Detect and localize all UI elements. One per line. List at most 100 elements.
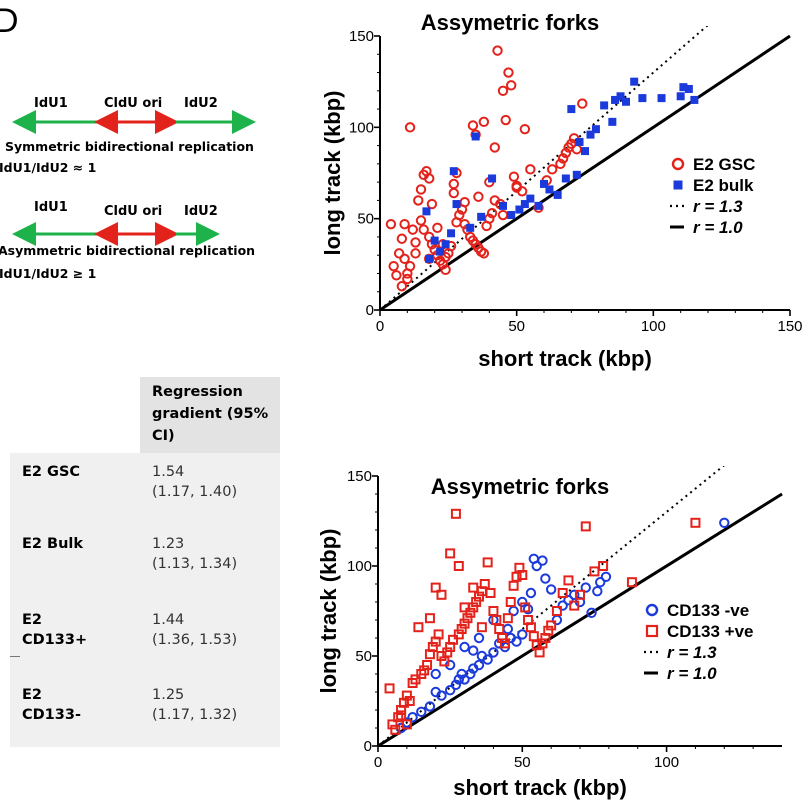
data-point	[471, 597, 482, 607]
data-point	[396, 281, 408, 292]
x-tick-label: 0	[374, 754, 382, 771]
data-point	[589, 566, 600, 577]
asym-caption: Asymmetric bidirectional replication	[0, 243, 256, 258]
data-point	[448, 634, 459, 645]
data-point	[557, 600, 568, 611]
data-point	[442, 647, 453, 658]
data-point	[415, 184, 427, 195]
data-point	[418, 224, 429, 235]
data-point	[500, 114, 511, 126]
data-point	[545, 584, 557, 595]
data-point	[537, 555, 548, 566]
data-point	[592, 586, 603, 597]
row-name: E2 Bulk	[10, 525, 140, 601]
data-point	[561, 174, 570, 183]
data-point	[611, 95, 620, 104]
table-header: Regression gradient (95% CI)	[140, 377, 280, 453]
y-axis-label: long track (kbp)	[316, 528, 341, 693]
data-point	[545, 185, 554, 194]
data-point	[600, 571, 612, 583]
data-point	[547, 164, 558, 175]
data-point	[419, 665, 430, 676]
data-point	[630, 77, 639, 86]
data-point	[436, 589, 447, 600]
data-point	[422, 660, 433, 670]
data-point	[453, 561, 464, 571]
data-point	[482, 654, 493, 665]
data-point	[551, 614, 563, 626]
regression-table: Regression gradient (95% CI) E2 GSC 1.54…	[10, 377, 280, 747]
data-point	[453, 674, 465, 685]
data-point	[567, 105, 576, 114]
data-point	[499, 201, 507, 210]
data-point	[638, 94, 647, 103]
data-point	[497, 209, 509, 221]
data-point	[432, 222, 443, 234]
data-point	[526, 194, 535, 203]
data-point	[626, 577, 637, 588]
data-point	[466, 223, 475, 232]
row-value: 1.25 (1.17, 1.32)	[140, 676, 280, 747]
data-point	[525, 587, 537, 599]
asym-left-label: IdU1	[34, 200, 68, 215]
data-point	[384, 683, 395, 694]
data-point	[657, 94, 666, 103]
data-point	[507, 211, 516, 220]
data-point	[489, 142, 501, 153]
data-point	[407, 224, 419, 235]
data-point	[485, 588, 496, 598]
data-point	[388, 260, 399, 272]
row-ci: (1.36, 1.53)	[152, 632, 238, 648]
data-point	[502, 613, 513, 624]
data-point	[462, 613, 473, 624]
row-gradient: 1.25	[152, 687, 185, 703]
data-point	[531, 560, 542, 572]
data-point	[598, 561, 609, 571]
data-point	[486, 207, 498, 219]
data-point	[506, 80, 517, 91]
row-name: E2 CD133+	[10, 601, 140, 676]
data-point	[494, 624, 505, 634]
data-point	[571, 144, 582, 155]
reference-line	[378, 492, 783, 746]
data-point	[410, 674, 421, 685]
data-point	[474, 591, 484, 602]
data-point	[402, 273, 413, 285]
legend-label: CD133 -ve	[667, 601, 749, 620]
data-point	[478, 116, 490, 128]
data-point	[385, 218, 397, 230]
data-point	[459, 674, 470, 685]
data-point	[517, 596, 528, 608]
data-point	[407, 712, 418, 723]
data-point	[449, 167, 458, 176]
data-point	[517, 570, 528, 580]
legend-label: r = 1.0	[693, 218, 743, 237]
data-point	[468, 645, 479, 656]
data-point	[459, 602, 470, 613]
data-point	[508, 171, 520, 182]
legend-label: r = 1.3	[693, 197, 743, 216]
data-point	[569, 600, 580, 611]
x-axis-label: short track (kbp)	[478, 346, 652, 371]
data-point	[399, 218, 410, 230]
plot-area	[380, 26, 791, 310]
data-point	[479, 579, 490, 589]
data-point	[441, 240, 450, 249]
asym-right-label: IdU2	[184, 204, 218, 219]
row-value: 1.23 (1.13, 1.34)	[140, 525, 280, 601]
data-point	[477, 212, 486, 221]
y-tick-label: 100	[347, 558, 372, 575]
data-point	[563, 595, 574, 606]
legend-marker	[645, 603, 659, 617]
reference-line	[380, 26, 709, 310]
x-tick-label: 100	[641, 318, 666, 335]
table-row: E2 Bulk 1.23 (1.13, 1.34)	[10, 525, 280, 601]
data-point	[478, 248, 490, 259]
data-point	[616, 92, 625, 101]
row-ci: (1.17, 1.40)	[152, 484, 238, 500]
x-axis-label: short track (kbp)	[453, 775, 627, 800]
data-point	[471, 132, 480, 141]
data-point	[690, 95, 699, 104]
data-point	[450, 679, 462, 691]
asym-ratio: IdU1/IdU2 ≥ 1	[0, 266, 97, 281]
